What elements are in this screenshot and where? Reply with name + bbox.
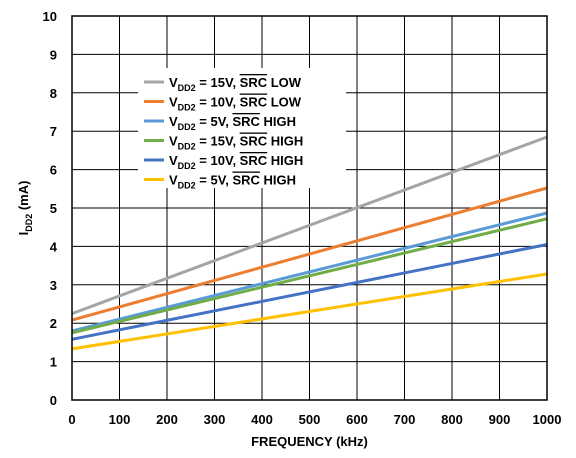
x-tick-label-7: 700 — [394, 412, 416, 427]
x-tick-label-2: 200 — [156, 412, 178, 427]
legend-prefix-3: = 15V, — [196, 134, 240, 149]
y-tick-label-2: 2 — [50, 316, 57, 331]
y-tick-label-0: 0 — [50, 393, 57, 408]
legend-prefix-5: = 5V, — [196, 173, 233, 188]
y-axis-title-unit: (mA) — [16, 181, 31, 214]
legend-vsub-2: DD2 — [178, 122, 196, 132]
x-tick-labels: 0 100 200 300 400 500 600 700 800 900 1000 — [68, 412, 561, 427]
series-line-0 — [71, 135, 548, 316]
legend-vsub-5: DD2 — [178, 181, 196, 191]
series-line-1 — [71, 186, 548, 322]
legend-vsub-1: DD2 — [178, 103, 196, 113]
y-tick-label-10: 10 — [43, 9, 57, 24]
plot-border — [71, 15, 548, 401]
x-tick-label-8: 800 — [441, 412, 463, 427]
y-tick-label-7: 7 — [50, 124, 57, 139]
legend-vsub-3: DD2 — [178, 142, 196, 152]
legend-entry-5: VDD2 = 5V, SRC HIGH — [169, 173, 296, 191]
x-tick-label-5: 500 — [299, 412, 321, 427]
legend-prefix-1: = 10V, — [196, 95, 240, 110]
legend-prefix-4: = 10V, — [196, 153, 240, 168]
y-tick-label-6: 6 — [50, 163, 57, 178]
legend-entry-0: VDD2 = 15V, SRC LOW — [169, 75, 302, 93]
legend-v-0: V — [169, 75, 178, 90]
y-axis-title: IDD2 (mA) — [16, 181, 34, 236]
legend-entry-1: VDD2 = 10V, SRC LOW — [169, 95, 302, 113]
legend-prefix-0: = 15V, — [196, 75, 240, 90]
series-line-3 — [71, 217, 548, 335]
legend-v-4: V — [169, 153, 178, 168]
x-tick-label-1: 100 — [109, 412, 131, 427]
legend-suffix-3: HIGH — [267, 134, 303, 149]
legend-v-5: V — [169, 173, 178, 188]
legend-suffix-1: LOW — [267, 95, 302, 110]
x-tick-label-0: 0 — [68, 412, 75, 427]
x-tick-label-3: 300 — [204, 412, 226, 427]
series-line-4 — [71, 243, 548, 341]
series-line-5 — [71, 272, 548, 351]
legend-suffix-2: HIGH — [260, 114, 296, 129]
legend-box — [138, 68, 346, 188]
y-tick-label-9: 9 — [50, 47, 57, 62]
legend-v-3: V — [169, 134, 178, 149]
legend-src-2: SRC — [232, 114, 260, 129]
x-tick-label-9: 900 — [489, 412, 511, 427]
y-axis-title-sub: DD2 — [24, 214, 34, 232]
x-tick-label-4: 400 — [251, 412, 273, 427]
legend-src-1: SRC — [240, 95, 268, 110]
legend-src-5: SRC — [232, 173, 260, 188]
x-tick-label-6: 600 — [346, 412, 368, 427]
legend-vsub-0: DD2 — [178, 83, 196, 93]
legend-entry-2: VDD2 = 5V, SRC HIGH — [169, 114, 296, 132]
series-line-2 — [71, 211, 548, 333]
legend-vsub-4: DD2 — [178, 161, 196, 171]
x-tick-label-10: 1000 — [533, 412, 562, 427]
legend-v-1: V — [169, 95, 178, 110]
x-axis-title: FREQUENCY (kHz) — [251, 434, 368, 449]
legend-entry-3: VDD2 = 15V, SRC HIGH — [169, 134, 303, 152]
legend-suffix-5: HIGH — [260, 173, 296, 188]
legend-src-4: SRC — [240, 153, 268, 168]
y-axis-title-main: I — [16, 232, 31, 236]
series-lines — [71, 135, 548, 351]
y-tick-label-8: 8 — [50, 86, 57, 101]
y-tick-label-1: 1 — [50, 355, 57, 370]
legend-src-3: SRC — [240, 134, 268, 149]
y-tick-label-5: 5 — [50, 201, 57, 216]
y-tick-label-3: 3 — [50, 278, 57, 293]
legend-suffix-4: HIGH — [267, 153, 303, 168]
legend-suffix-0: LOW — [267, 75, 302, 90]
y-tick-labels: 0 1 2 3 4 5 6 7 8 9 10 — [43, 9, 58, 408]
legend-src-0: SRC — [240, 75, 268, 90]
legend-entry-4: VDD2 = 10V, SRC HIGH — [169, 153, 303, 171]
y-tick-label-4: 4 — [50, 239, 58, 254]
legend-v-2: V — [169, 114, 178, 129]
legend-prefix-2: = 5V, — [196, 114, 233, 129]
